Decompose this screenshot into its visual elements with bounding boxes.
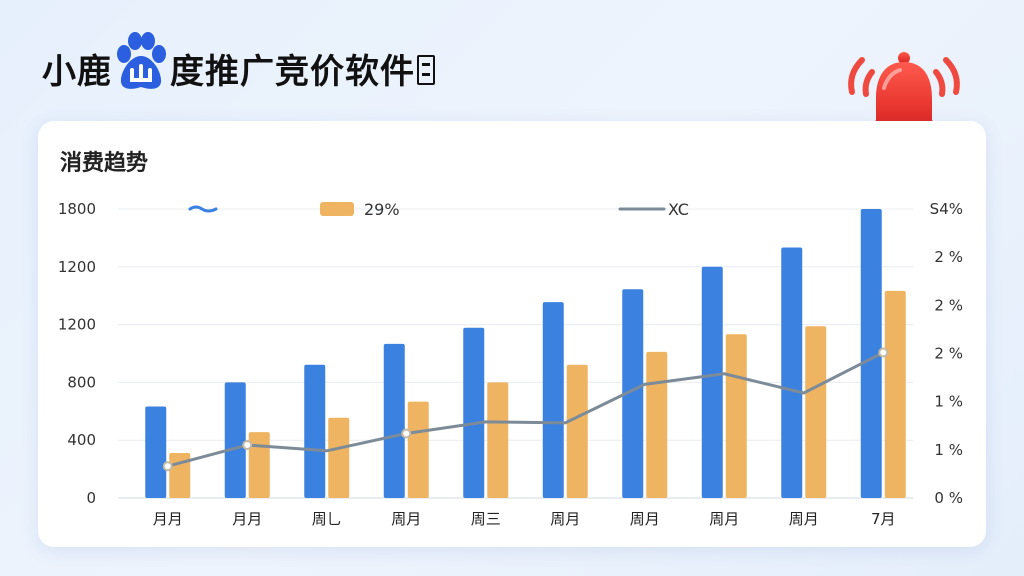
y-left-tick-label: 400	[67, 431, 96, 449]
scan-glyph-icon	[417, 55, 435, 85]
card-title: 消费趋势	[60, 151, 149, 176]
y-right-tick-label: 0 %	[934, 489, 963, 507]
y-left-tick-label: 1200	[58, 316, 96, 334]
bar-blue	[145, 406, 167, 498]
baidu-paw-icon	[117, 32, 166, 89]
x-tick-label: 周月	[630, 510, 660, 528]
y-left-tick-label: 1800	[58, 200, 96, 218]
x-tick-label: 周月	[789, 510, 819, 528]
x-tick-label: 周月	[550, 510, 580, 528]
y-left-tick-label: 1200	[58, 258, 96, 276]
title-text-part2: 度推广竞价软件	[170, 51, 415, 92]
bar-blue	[383, 343, 405, 498]
bar-blue	[622, 289, 644, 498]
x-tick-label: 7月	[871, 510, 896, 528]
legend-swatch-wavy	[188, 205, 218, 213]
bar-gold	[566, 364, 588, 498]
bar-gold	[487, 382, 509, 498]
legend-label: XC	[668, 200, 689, 219]
bar-blue	[781, 247, 803, 498]
x-tick-label: 月月	[232, 510, 262, 528]
bar-gold	[248, 432, 270, 498]
y-right-tick-label: 2 %	[934, 296, 963, 314]
y-left-tick-label: 0	[86, 489, 96, 507]
bar-gold	[725, 334, 747, 498]
chart-card: 消费趋势 0 400 800 1200 1200 1800 0 % 1 % 1 % 2 % 2 % 2…	[38, 121, 986, 547]
page-header: 小鹿 度推广竞价软件	[42, 26, 435, 110]
y-left-tick-label: 800	[67, 373, 96, 391]
bar-gold	[407, 401, 429, 498]
bar-gold	[328, 417, 350, 498]
x-tick-label: 周乚	[312, 510, 342, 528]
y-right-tick-label: 1 %	[934, 393, 963, 411]
title-text-part1: 小鹿	[42, 51, 112, 92]
bar-blue	[701, 266, 723, 498]
trend-chart: 0 400 800 1200 1200 1800 0 % 1 % 1 % 2 % 2 % 2 % S4%…	[58, 200, 963, 528]
bar-gold	[884, 290, 906, 498]
trend-line	[167, 351, 884, 468]
bar-blue	[463, 327, 485, 498]
trend-point	[242, 440, 253, 451]
bar-blue	[304, 364, 326, 498]
bar-blue	[542, 302, 564, 498]
legend-swatch-bar	[320, 202, 354, 216]
bar-blue	[224, 382, 246, 498]
bar-gold	[805, 326, 827, 498]
x-tick-label: 周三	[471, 510, 501, 528]
trend-point	[162, 461, 173, 472]
y-right-tick-label: S4%	[930, 200, 963, 218]
bar-gold	[646, 351, 668, 498]
bar-blue	[860, 209, 882, 498]
legend-label: 29%	[364, 200, 400, 219]
trend-point	[401, 428, 412, 439]
x-tick-label: 周月	[391, 510, 421, 528]
x-tick-label: 周月	[709, 510, 739, 528]
y-right-tick-label: 2 %	[934, 248, 963, 266]
y-right-tick-label: 2 %	[934, 345, 963, 363]
x-tick-label: 月月	[153, 510, 183, 528]
y-right-tick-label: 1 %	[934, 441, 963, 459]
trend-point	[878, 347, 889, 358]
